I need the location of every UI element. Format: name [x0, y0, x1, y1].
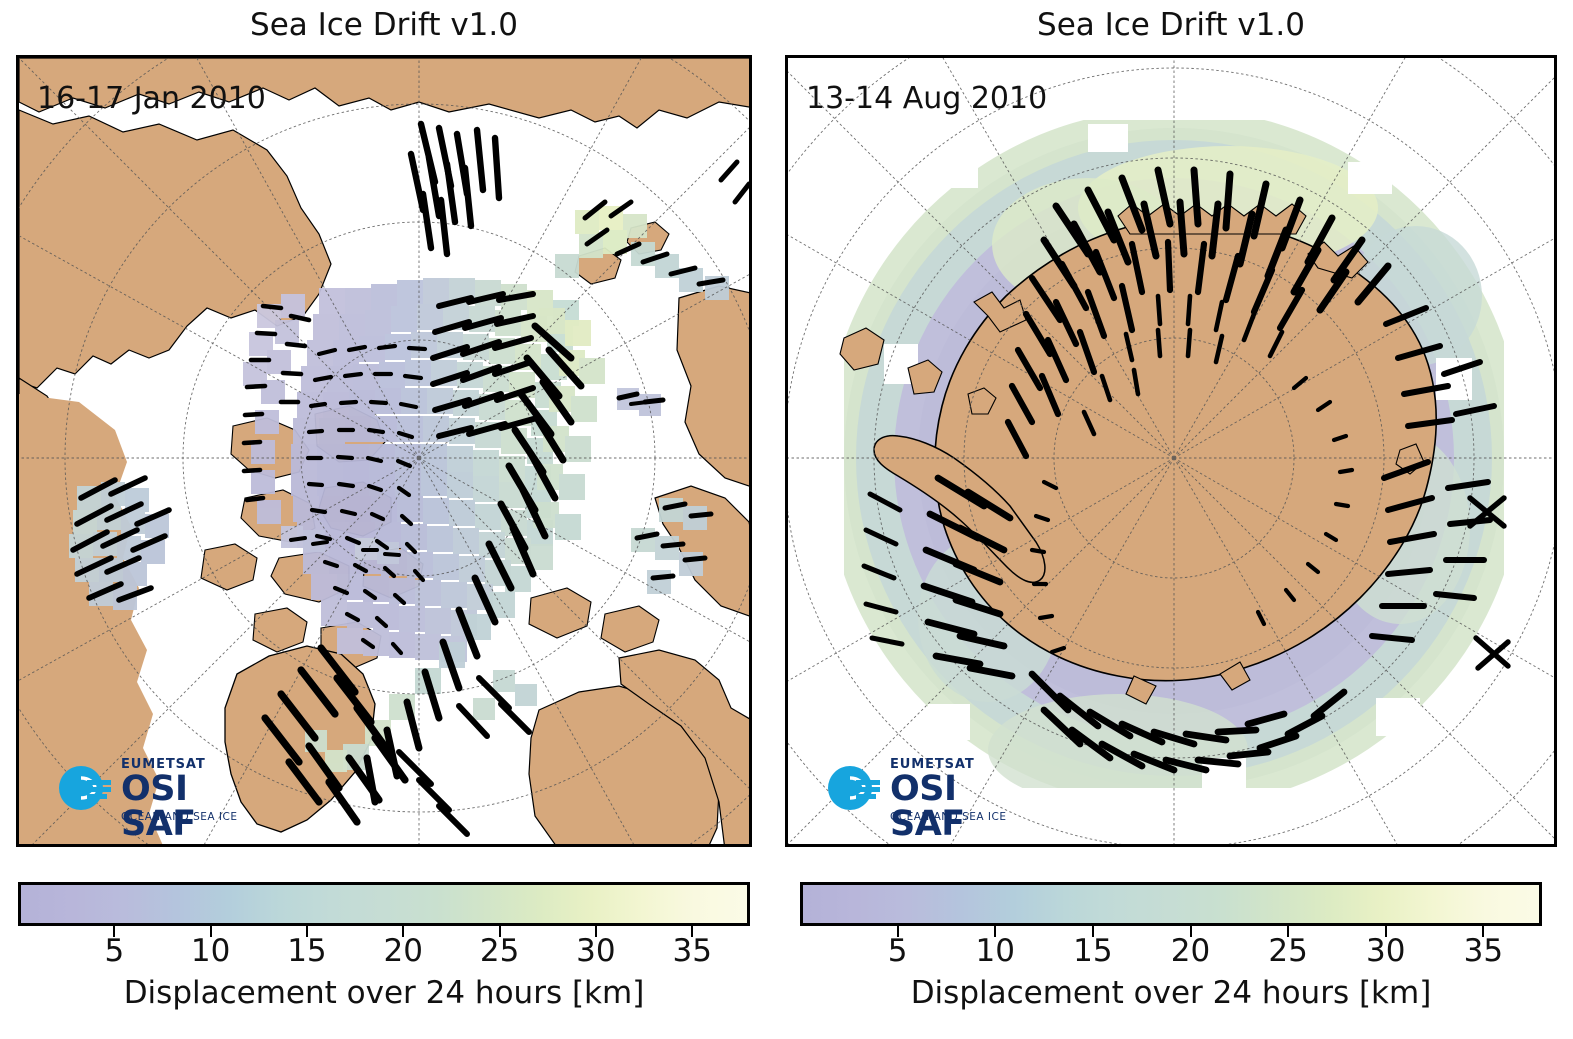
map-frame-arctic[interactable]: 16-17 Jan 2010 EUMETSAT OSI SAF OCEAN AN… [16, 55, 752, 847]
colorbar-tick-label: 10 [975, 933, 1015, 969]
colorbar-tick-label: 25 [1268, 933, 1308, 969]
logo-osisaf-text: OSI SAF [890, 769, 965, 844]
colorbar-tick-label: 15 [1073, 933, 1113, 969]
colorbar-tick [113, 926, 116, 937]
colorbar-antarctic-ticks [800, 926, 1542, 938]
logo-eumetsat-text: EUMETSAT [121, 757, 206, 772]
colorbar-arctic: 5 10 15 20 25 30 35 Displacement over 24 hours… [18, 882, 750, 1032]
map-canvas-arctic: 16-17 Jan 2010 EUMETSAT OSI SAF OCEAN AN… [19, 58, 749, 844]
logo-osisaf-text: OSI SAF [121, 769, 196, 844]
colorbar-tick [305, 926, 308, 937]
colorbar-tick-label: 20 [1170, 933, 1211, 969]
colorbar-tick-label: 15 [287, 933, 327, 969]
colorbar-tick-label: 35 [1463, 933, 1504, 969]
colorbar-tick [896, 926, 899, 937]
colorbar-tick-label: 35 [672, 933, 712, 969]
colorbar-antarctic-ticklabels: 5 10 15 20 25 30 35 [800, 936, 1542, 972]
colorbar-tick [402, 926, 405, 937]
colorbar-tick [1287, 926, 1290, 937]
panel-arctic: Sea Ice Drift v1.0 [16, 4, 752, 847]
date-label-antarctic: 13-14 Aug 2010 [806, 81, 1048, 116]
colorbar-tick [994, 926, 997, 937]
logo-tagline-text: OCEAN AND SEA ICE [890, 811, 1007, 823]
map-frame-antarctic[interactable]: 13-14 Aug 2010 EUMETSAT OSI SAF OCEAN AN… [785, 55, 1557, 847]
antarctic-map-svg [788, 58, 1554, 844]
panel-antarctic: Sea Ice Drift v1.0 [785, 4, 1557, 847]
colorbar-arctic-gradient [21, 885, 747, 923]
osi-saf-mark-icon [59, 766, 111, 810]
colorbar-tick-label: 10 [190, 933, 231, 969]
colorbar-tick [209, 926, 212, 937]
osi-saf-logo-antarctic: EUMETSAT OSI SAF OCEAN AND SEA ICE [826, 752, 1038, 842]
panel-title-arctic: Sea Ice Drift v1.0 [250, 7, 518, 43]
colorbar-tick-label: 20 [383, 933, 423, 969]
colorbar-tick [594, 926, 597, 937]
logo-eumetsat-text: EUMETSAT [890, 757, 975, 772]
colorbar-tick [1091, 926, 1094, 937]
panel-title-antarctic: Sea Ice Drift v1.0 [1037, 7, 1305, 43]
colorbar-arctic-label: Displacement over 24 hours [km] [123, 975, 645, 1011]
colorbar-tick-label: 30 [576, 933, 616, 969]
colorbar-tick-label: 5 [104, 933, 125, 969]
osi-saf-logo-arctic: EUMETSAT OSI SAF OCEAN AND SEA ICE [57, 752, 269, 842]
colorbar-tick [691, 926, 694, 937]
logo-tagline-text: OCEAN AND SEA ICE [121, 811, 238, 823]
colorbar-arctic-ticks [18, 926, 750, 938]
osi-saf-mark-icon [828, 766, 880, 810]
map-canvas-antarctic: 13-14 Aug 2010 EUMETSAT OSI SAF OCEAN AN… [788, 58, 1554, 844]
date-label-arctic: 16-17 Jan 2010 [37, 81, 266, 116]
colorbar-arctic-bar [18, 882, 750, 926]
colorbar-tick [498, 926, 501, 937]
arctic-map-svg [19, 58, 749, 844]
colorbar-antarctic-bar [800, 882, 1542, 926]
colorbar-antarctic-label: Displacement over 24 hours [km] [910, 975, 1432, 1011]
colorbar-tick-label: 30 [1366, 933, 1406, 969]
colorbar-tick [1482, 926, 1485, 937]
colorbar-tick-label: 5 [887, 933, 908, 969]
colorbar-antarctic: 5 10 15 20 25 30 35 Displacement over 24 hours… [800, 882, 1542, 1032]
colorbar-antarctic-gradient [803, 885, 1539, 923]
colorbar-tick [1189, 926, 1192, 937]
colorbar-tick-label: 25 [479, 933, 520, 969]
colorbar-arctic-ticklabels: 5 10 15 20 25 30 35 [18, 936, 750, 972]
colorbar-tick [1384, 926, 1387, 937]
